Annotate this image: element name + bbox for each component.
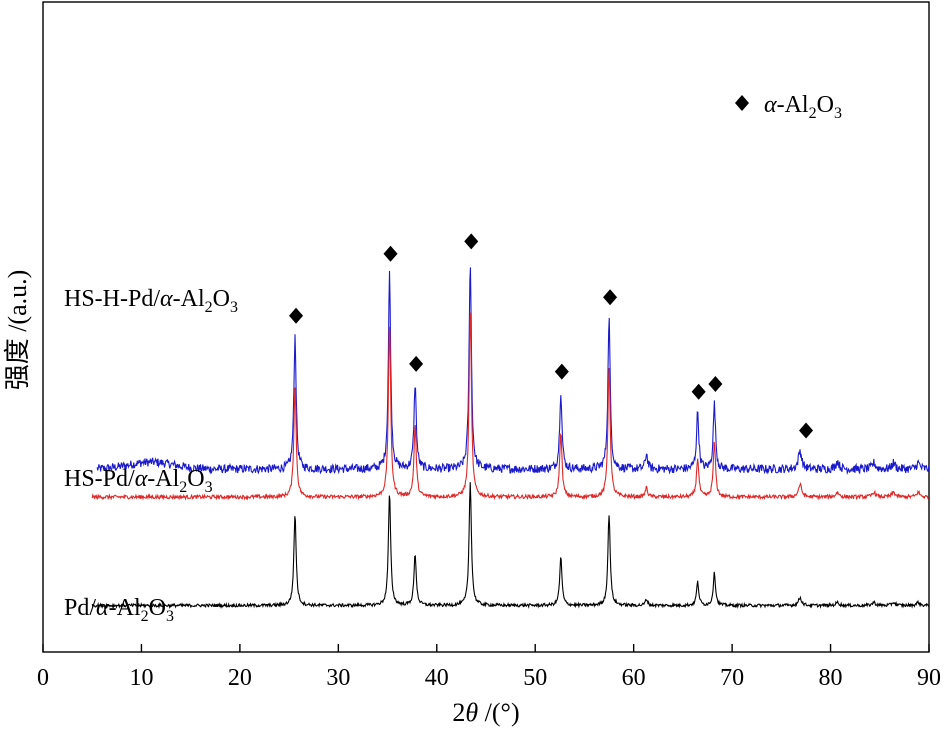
x-axis-ticks: 0 10 20 30 40 50 60 70 80 90 <box>37 644 941 691</box>
y-axis-title: 强度 /(a.u.) <box>3 270 32 391</box>
peak-diamond-marker <box>799 422 814 439</box>
legend: α-Al2O3 <box>735 92 842 122</box>
peak-diamond-marker <box>691 383 706 400</box>
x-tick-label: 20 <box>228 665 252 691</box>
x-tick-label: 70 <box>720 665 744 691</box>
x-tick-label: 90 <box>917 665 941 691</box>
series-line-pd-al-o <box>91 482 930 610</box>
series-label: HS-H-Pd/α-Al2O3 <box>64 286 238 316</box>
x-axis-title: 2θ /(°) <box>452 698 519 727</box>
legend-diamond-icon <box>735 95 749 111</box>
series-labels: HS-H-Pd/α-Al2O3 HS-Pd/α-Al2O3 Pd/α-Al2O3 <box>64 286 238 625</box>
peak-diamond-marker <box>708 376 723 392</box>
peak-diamond-marker <box>409 355 424 372</box>
x-tick-label: 50 <box>523 665 547 691</box>
plot-border <box>42 1 930 653</box>
series-line-hs-pd-al-o <box>91 312 929 501</box>
peak-diamond-marker <box>289 307 304 324</box>
x-tick-label: 40 <box>425 665 449 691</box>
series-label: Pd/α-Al2O3 <box>64 595 174 625</box>
peak-marker-layer <box>289 233 814 439</box>
series-label: HS-Pd/α-Al2O3 <box>64 466 213 496</box>
x-tick-label: 0 <box>37 665 49 691</box>
x-tick-label: 10 <box>129 665 153 691</box>
plot-frame <box>42 1 930 653</box>
peak-diamond-marker <box>603 289 618 306</box>
x-tick-label: 60 <box>622 665 646 691</box>
peak-diamond-marker <box>554 363 569 380</box>
peak-diamond-marker <box>383 245 398 262</box>
x-tick-label: 30 <box>326 665 350 691</box>
x-tick-label: 80 <box>819 665 843 691</box>
series-layer <box>91 267 930 610</box>
legend-label: α-Al2O3 <box>764 92 842 122</box>
peak-diamond-marker <box>464 233 479 250</box>
series-line-hs-h-pd-al-o <box>96 267 930 475</box>
